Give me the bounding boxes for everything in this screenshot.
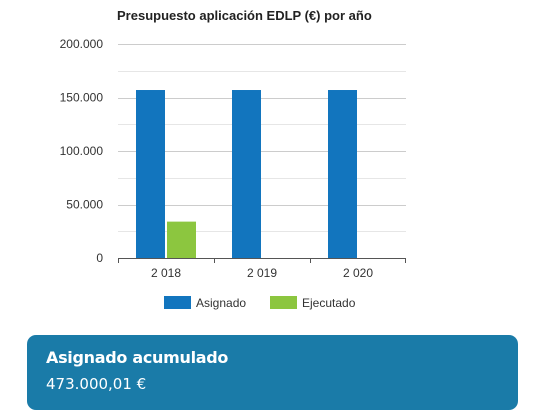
bar-asignado-2 [232, 90, 261, 258]
accumulated-assigned-card: Asignado acumulado 473.000,01 € [27, 335, 518, 410]
legend-swatch [270, 296, 297, 309]
summary-value: 473.000,01 € [46, 375, 147, 393]
x-tick-label: 2 019 [247, 266, 277, 280]
y-tick-label: 50.000 [66, 198, 103, 212]
legend-label: Asignado [196, 296, 246, 310]
y-tick-label: 0 [96, 251, 103, 265]
legend-swatch [164, 296, 191, 309]
bar-asignado-1 [136, 90, 165, 258]
legend-item-ejecutado[interactable]: Ejecutado [270, 296, 356, 310]
bars [136, 90, 357, 258]
x-axis-ticks: 2 018 2 019 2 020 [118, 258, 406, 280]
chart-title: Presupuesto aplicación EDLP (€) por año [117, 8, 372, 23]
budget-bar-chart: Presupuesto aplicación EDLP (€) por año … [60, 8, 406, 310]
y-tick-label: 200.000 [60, 37, 104, 51]
legend[interactable]: Asignado Ejecutado [164, 296, 356, 310]
legend-label: Ejecutado [302, 296, 356, 310]
y-tick-label: 100.000 [60, 144, 104, 158]
bar-ejecutado-1 [167, 221, 196, 258]
x-tick-label: 2 020 [343, 266, 373, 280]
x-tick-label: 2 018 [151, 266, 181, 280]
bar-asignado-3 [328, 90, 357, 258]
y-axis-ticks: 0 50.000 100.000 150.000 200.000 [60, 37, 104, 265]
y-tick-label: 150.000 [60, 91, 104, 105]
legend-item-asignado[interactable]: Asignado [164, 296, 246, 310]
gridlines [118, 44, 406, 259]
summary-title: Asignado acumulado [46, 348, 229, 367]
